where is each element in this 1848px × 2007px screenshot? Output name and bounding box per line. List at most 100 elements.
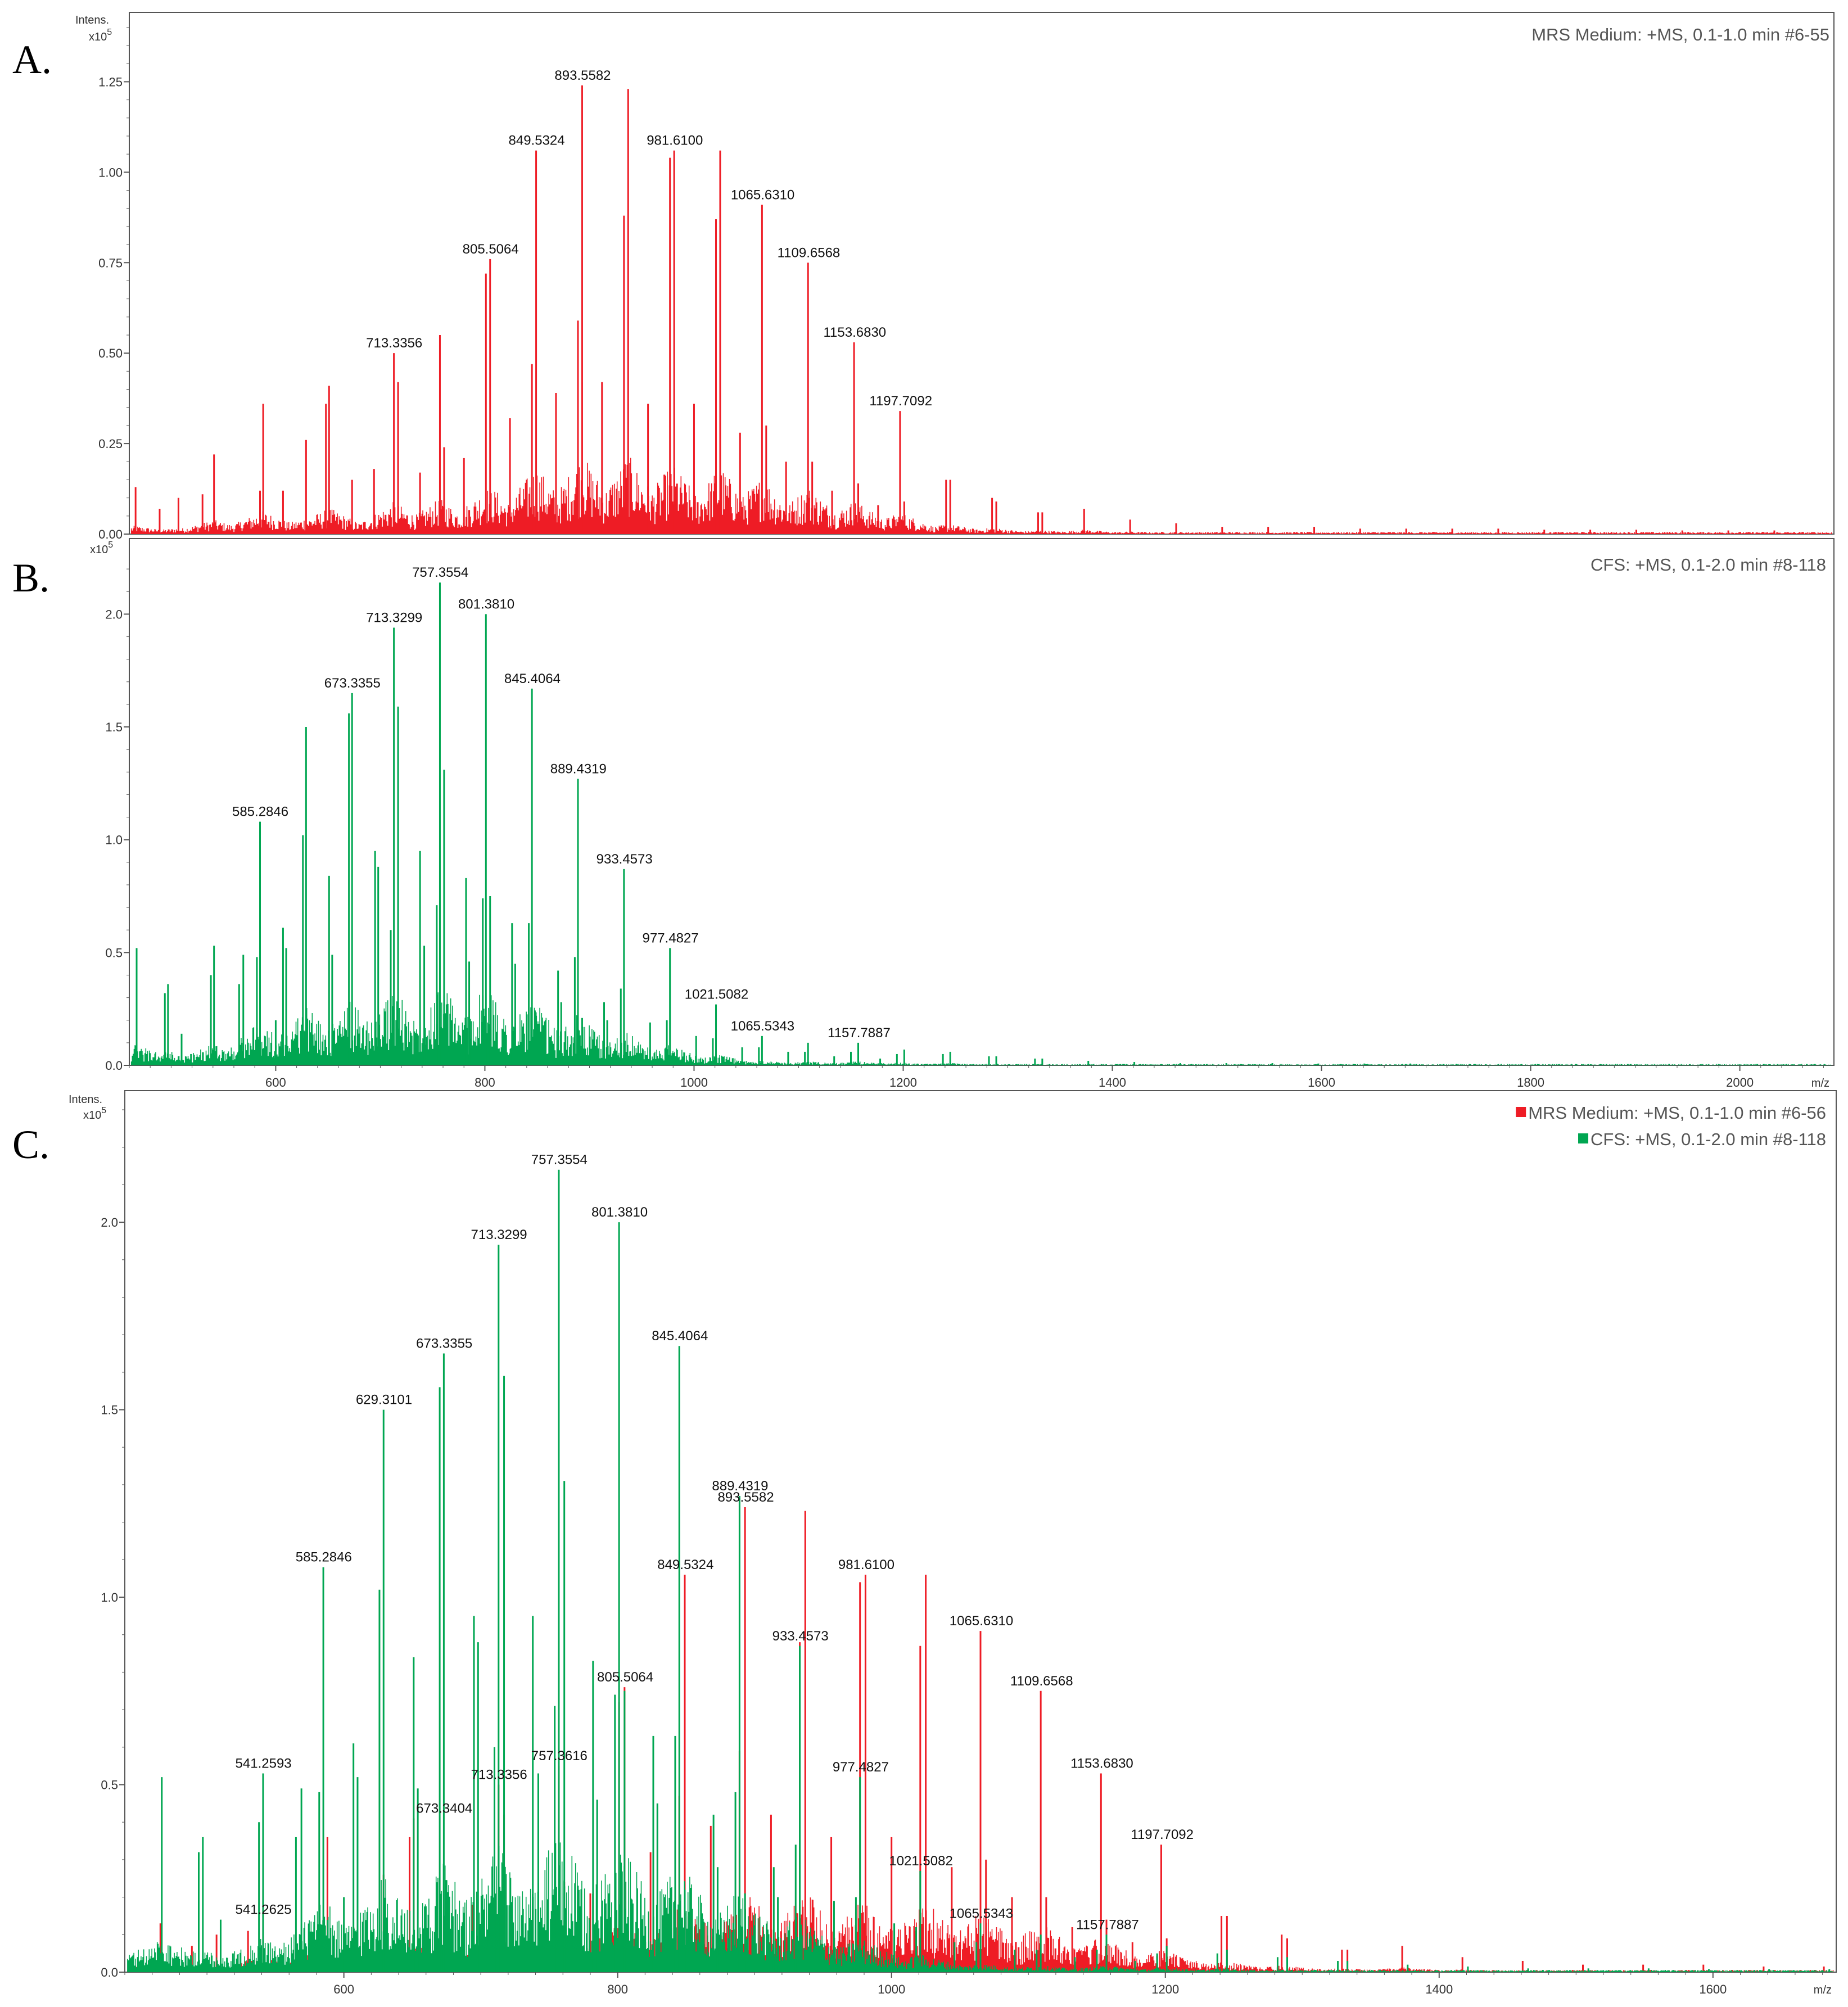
x-tick-label: 1200 (1151, 1982, 1179, 1996)
legend-entry: CFS: +MS, 0.1-2.0 min #8-118 (1591, 555, 1826, 575)
peak-label: 805.5064 (463, 242, 519, 257)
peak-label: 977.4827 (833, 1760, 889, 1775)
x-tick-label: 1800 (1517, 1075, 1544, 1090)
x-tick-label: 1200 (889, 1075, 917, 1090)
peak-label: 757.3554 (412, 565, 468, 580)
panel-letter-c: C. (12, 1122, 49, 1167)
series-c-1 (127, 1169, 1834, 1972)
peak-label: 849.5324 (657, 1557, 713, 1572)
y-tick-label: 0.5 (105, 946, 123, 960)
peak-label: 805.5064 (597, 1670, 653, 1685)
peak-label: 585.2846 (232, 804, 288, 820)
peak-label: 1109.6568 (1010, 1674, 1073, 1689)
legend-entry: MRS Medium: +MS, 0.1-1.0 min #6-56 (1528, 1103, 1826, 1123)
x-axis-label-c: m/z (1814, 1984, 1832, 1996)
x-tick-label: 1400 (1099, 1075, 1126, 1090)
y-tick-label: 1.5 (101, 1403, 118, 1417)
peak-label: 757.3616 (531, 1748, 588, 1764)
peak-label: 801.3810 (458, 596, 514, 612)
peak-label: 893.5582 (554, 68, 611, 83)
peak-label: 673.3355 (416, 1336, 472, 1351)
peak-label: 1065.6310 (950, 1613, 1013, 1629)
peak-label: 1021.5082 (889, 1854, 952, 1869)
series-b-0 (130, 582, 1832, 1065)
legend-entry: CFS: +MS, 0.1-2.0 min #8-118 (1591, 1129, 1826, 1149)
peak-label: 713.3299 (366, 610, 422, 625)
peak-label: 981.6100 (647, 133, 703, 148)
peak-label: 977.4827 (643, 930, 699, 946)
y-tick-label: 0.5 (101, 1778, 118, 1792)
x-axis-label-b: m/z (1811, 1077, 1829, 1090)
y-tick-label: 1.5 (105, 720, 123, 734)
peak-label: 1109.6568 (778, 245, 841, 260)
plot-frame-b (129, 538, 1835, 1066)
peak-label: 981.6100 (838, 1557, 894, 1572)
peak-label: 933.4573 (597, 852, 653, 867)
multiplier-label-c: x105 (83, 1106, 106, 1122)
x-tick-label: 2000 (1726, 1075, 1754, 1090)
peak-label: 673.3404 (416, 1801, 472, 1816)
peak-label: 541.2625 (236, 1902, 292, 1918)
peak-label: 1153.6830 (823, 325, 886, 340)
x-tick-label: 1600 (1699, 1982, 1727, 1996)
y-tick-label: 2.0 (105, 607, 123, 621)
peak-label: 713.3356 (471, 1768, 527, 1783)
peak-label: 1065.5343 (950, 1906, 1013, 1921)
baseline-noise (130, 992, 1832, 1065)
peak-label: 849.5324 (509, 133, 565, 148)
y-tick-label: 0.0 (101, 1965, 118, 1979)
y-tick-label: 0.75 (98, 256, 123, 270)
legend-swatch (1516, 1107, 1526, 1117)
peak-label: 1153.6830 (1070, 1756, 1133, 1771)
peak-label: 845.4064 (504, 671, 561, 686)
peak-label: 585.2846 (296, 1550, 352, 1565)
peak-label: 713.3356 (366, 336, 422, 351)
peak-label: 629.3101 (356, 1393, 412, 1408)
peak-label: 1065.5343 (731, 1019, 794, 1034)
y-tick-label: 0.0 (105, 1059, 123, 1073)
peak-label: 801.3810 (591, 1205, 648, 1220)
y-tick-label: 1.00 (98, 165, 123, 179)
x-tick-label: 800 (607, 1982, 628, 1996)
y-tick-label: 0.25 (98, 437, 123, 451)
x-tick-label: 1000 (878, 1982, 905, 1996)
plot-frame-a (129, 12, 1835, 535)
y-tick-label: 0.00 (98, 527, 123, 541)
peak-label: 673.3355 (324, 676, 381, 691)
x-tick-label: 600 (265, 1075, 286, 1090)
legend-swatch (1578, 1133, 1589, 1143)
peak-label: 713.3299 (471, 1227, 527, 1242)
peak-label: 893.5582 (717, 1490, 774, 1505)
peak-label: 1065.6310 (731, 187, 794, 202)
panel-b: B. x105 0.0 0.5 1.0 1.5 2.0 600 800 1000 1200 1400 1… (12, 538, 1835, 1090)
y-tick-label: 1.0 (105, 833, 123, 847)
peak-label: 933.4573 (772, 1629, 829, 1644)
multiplier-label-a: x105 (89, 28, 112, 43)
intensity-label-a: Intens. (75, 14, 109, 26)
x-tick-label: 1400 (1425, 1982, 1453, 1996)
y-tick-label: 1.0 (101, 1590, 118, 1604)
peak-label: 1157.7887 (828, 1025, 891, 1041)
peak-label: 757.3554 (531, 1152, 588, 1168)
panel-c: C. Intens.x105 0.0 0.5 1.0 1.5 2.0 600 800 1000 12… (12, 1090, 1837, 1996)
y-tick-label: 2.0 (101, 1215, 118, 1229)
y-tick-label: 0.50 (98, 346, 123, 360)
peak-label: 889.4319 (550, 761, 607, 776)
x-tick-label: 600 (333, 1982, 354, 1996)
x-tick-label: 1600 (1308, 1075, 1335, 1090)
peak-label: 541.2593 (236, 1756, 292, 1771)
peak-label: 1197.7092 (1131, 1827, 1194, 1842)
peak-label: 1157.7887 (1076, 1917, 1139, 1932)
legend-entry: MRS Medium: +MS, 0.1-1.0 min #6-55 (1531, 25, 1829, 44)
peak-label: 1021.5082 (685, 987, 748, 1002)
intensity-label-c: Intens. (69, 1093, 102, 1106)
series-a-0 (130, 85, 1832, 534)
panel-letter-a: A. (12, 37, 52, 82)
peak-label: 1197.7092 (869, 394, 932, 409)
multiplier-label-b: x105 (90, 540, 113, 556)
panel-letter-b: B. (12, 555, 49, 600)
panel-a: A. Intens. x105 0.00 0.25 0.50 0.75 1.00 1.25 713… (12, 12, 1835, 541)
x-tick-label: 1000 (680, 1075, 708, 1090)
y-tick-label: 1.25 (98, 75, 123, 89)
